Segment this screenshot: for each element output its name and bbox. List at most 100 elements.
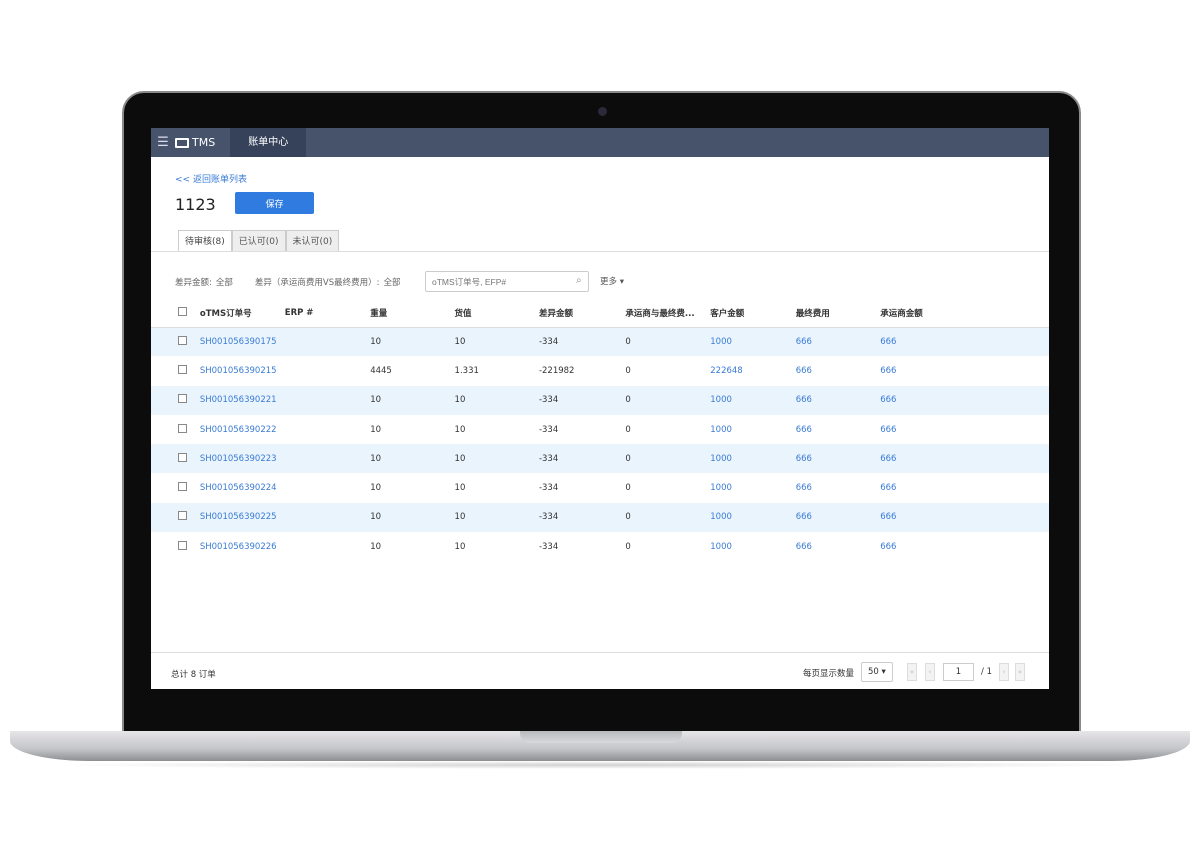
page-total: / 1 xyxy=(981,667,992,677)
diff-amount-cell: -334 xyxy=(538,385,626,415)
tab-pending[interactable]: 待审核(8) xyxy=(178,230,232,252)
final-fee-link[interactable]: 666 xyxy=(795,502,881,533)
prev-page-button[interactable]: ‹ xyxy=(925,663,935,681)
weight-cell: 10 xyxy=(370,424,382,435)
final-fee-link[interactable]: 666 xyxy=(795,483,812,494)
logo: TMS xyxy=(175,136,215,149)
table-row: SH001056390215 4445 1.331 -221982 0 222648 666… xyxy=(151,356,1049,385)
order-number-link[interactable]: SH001056390226 xyxy=(199,541,277,552)
diff-amount-label: 差异金额: xyxy=(175,278,212,288)
back-link[interactable]: << 返回账单列表 xyxy=(175,175,247,185)
orders-table: oTMS订单号 ERP # 重量 货值 差异金额 承运商与最终费... 客户金额 最终费用 承运… xyxy=(151,300,1049,561)
diff-amount-cell: -334 xyxy=(538,502,626,533)
row-checkbox[interactable] xyxy=(178,335,187,345)
diff-filter[interactable]: 全部 xyxy=(383,278,401,288)
order-number-link[interactable]: SH001056390224 xyxy=(199,483,277,494)
more-dropdown[interactable]: 更多 ▾ xyxy=(600,277,624,287)
tab-rejected[interactable]: 未认可(0) xyxy=(285,230,340,252)
final-fee-link[interactable]: 666 xyxy=(795,541,812,552)
order-number-link[interactable]: SH001056390222 xyxy=(199,424,277,435)
divider xyxy=(151,251,1049,252)
logo-text: TMS xyxy=(192,136,216,149)
top-nav: ☰ TMS 账单中心 xyxy=(151,128,1049,157)
weight-cell: 10 xyxy=(370,541,382,552)
customer-amount-link[interactable]: 1000 xyxy=(710,327,796,357)
table-row: SH001056390226 10 10 -334 0 1000 666 666 xyxy=(151,532,1049,561)
carrier-amount-link[interactable]: 666 xyxy=(880,385,1049,415)
table-row: SH001056390224 10 10 -334 0 1000 666 666 xyxy=(151,473,1049,502)
final-fee-link[interactable]: 666 xyxy=(795,444,881,474)
column-header: ERP # xyxy=(284,300,371,328)
value-cell: 1.331 xyxy=(454,365,479,376)
value-cell: 10 xyxy=(454,327,539,357)
customer-amount-link[interactable]: 222648 xyxy=(710,365,743,376)
select-all-checkbox[interactable] xyxy=(178,307,187,317)
erp-cell xyxy=(284,502,371,533)
customer-amount-link[interactable]: 1000 xyxy=(710,541,732,552)
row-checkbox[interactable] xyxy=(178,511,187,521)
search-icon[interactable]: ⌕ xyxy=(576,275,582,286)
customer-amount-link[interactable]: 1000 xyxy=(710,385,796,415)
diff-amount-cell: -334 xyxy=(538,424,559,435)
tab-approved[interactable]: 已认可(0) xyxy=(231,230,286,252)
first-page-button[interactable]: « xyxy=(907,663,917,681)
nav-tab-billing[interactable]: 账单中心 xyxy=(230,128,307,157)
row-checkbox[interactable] xyxy=(178,540,187,550)
filters: 差异金额: 全部 差异（承运商费用VS最终费用）: 全部 xyxy=(175,276,400,288)
carrier-amount-link[interactable]: 666 xyxy=(880,444,1049,474)
row-checkbox[interactable] xyxy=(178,482,187,492)
webcam xyxy=(598,107,607,116)
carrier-amount-link[interactable]: 666 xyxy=(880,365,897,376)
diff-amount-cell: -334 xyxy=(538,327,626,357)
carrier-diff-cell: 0 xyxy=(625,327,711,357)
final-fee-link[interactable]: 666 xyxy=(795,424,812,435)
column-header: 承运商与最终费... xyxy=(625,300,711,328)
column-header: 最终费用 xyxy=(795,300,881,328)
customer-amount-link[interactable]: 1000 xyxy=(710,483,732,494)
page-input[interactable]: 1 xyxy=(943,663,974,681)
order-number-link[interactable]: SH001056390225 xyxy=(199,502,285,533)
order-number-link[interactable]: SH001056390221 xyxy=(199,385,285,415)
customer-amount-link[interactable]: 1000 xyxy=(710,424,732,435)
row-checkbox[interactable] xyxy=(178,452,187,462)
final-fee-link[interactable]: 666 xyxy=(795,385,881,415)
column-header: 货值 xyxy=(454,300,539,328)
save-button[interactable]: 保存 xyxy=(235,192,314,214)
carrier-amount-link[interactable]: 666 xyxy=(880,483,897,494)
order-number-link[interactable]: SH001056390215 xyxy=(199,365,277,376)
final-fee-link[interactable]: 666 xyxy=(795,365,812,376)
customer-amount-link[interactable]: 1000 xyxy=(710,444,796,474)
carrier-amount-link[interactable]: 666 xyxy=(880,327,1049,357)
weight-cell: 10 xyxy=(370,483,382,494)
diff-label: 差异（承运商费用VS最终费用）: xyxy=(254,278,380,288)
carrier-amount-link[interactable]: 666 xyxy=(880,541,897,552)
customer-amount-link[interactable]: 1000 xyxy=(710,502,796,533)
page-title: 1123 xyxy=(175,195,216,214)
carrier-diff-cell: 0 xyxy=(625,385,711,415)
erp-cell xyxy=(284,327,371,357)
final-fee-link[interactable]: 666 xyxy=(795,327,881,357)
diff-amount-filter[interactable]: 全部 xyxy=(215,278,233,288)
column-header: 客户金额 xyxy=(710,300,796,328)
search-input[interactable] xyxy=(425,271,589,292)
diff-amount-cell: -334 xyxy=(538,483,559,494)
value-cell: 10 xyxy=(454,444,539,474)
per-page-select[interactable]: 50 ▾ xyxy=(861,662,893,682)
weight-cell: 10 xyxy=(370,327,455,357)
carrier-diff-cell: 0 xyxy=(625,365,631,376)
carrier-amount-link[interactable]: 666 xyxy=(880,424,897,435)
row-checkbox[interactable] xyxy=(178,394,187,404)
erp-cell xyxy=(285,532,370,561)
next-page-button[interactable]: › xyxy=(999,663,1009,681)
diff-amount-cell: -334 xyxy=(538,444,626,474)
carrier-amount-link[interactable]: 666 xyxy=(880,502,1049,533)
weight-cell: 10 xyxy=(370,502,455,533)
last-page-button[interactable]: » xyxy=(1015,663,1025,681)
order-number-link[interactable]: SH001056390223 xyxy=(199,444,285,474)
hamburger-icon[interactable]: ☰ xyxy=(157,135,169,150)
row-checkbox[interactable] xyxy=(178,423,187,433)
weight-cell: 10 xyxy=(370,444,455,474)
row-checkbox[interactable] xyxy=(178,364,187,374)
carrier-diff-cell: 0 xyxy=(625,541,631,552)
order-number-link[interactable]: SH001056390175 xyxy=(199,327,285,357)
